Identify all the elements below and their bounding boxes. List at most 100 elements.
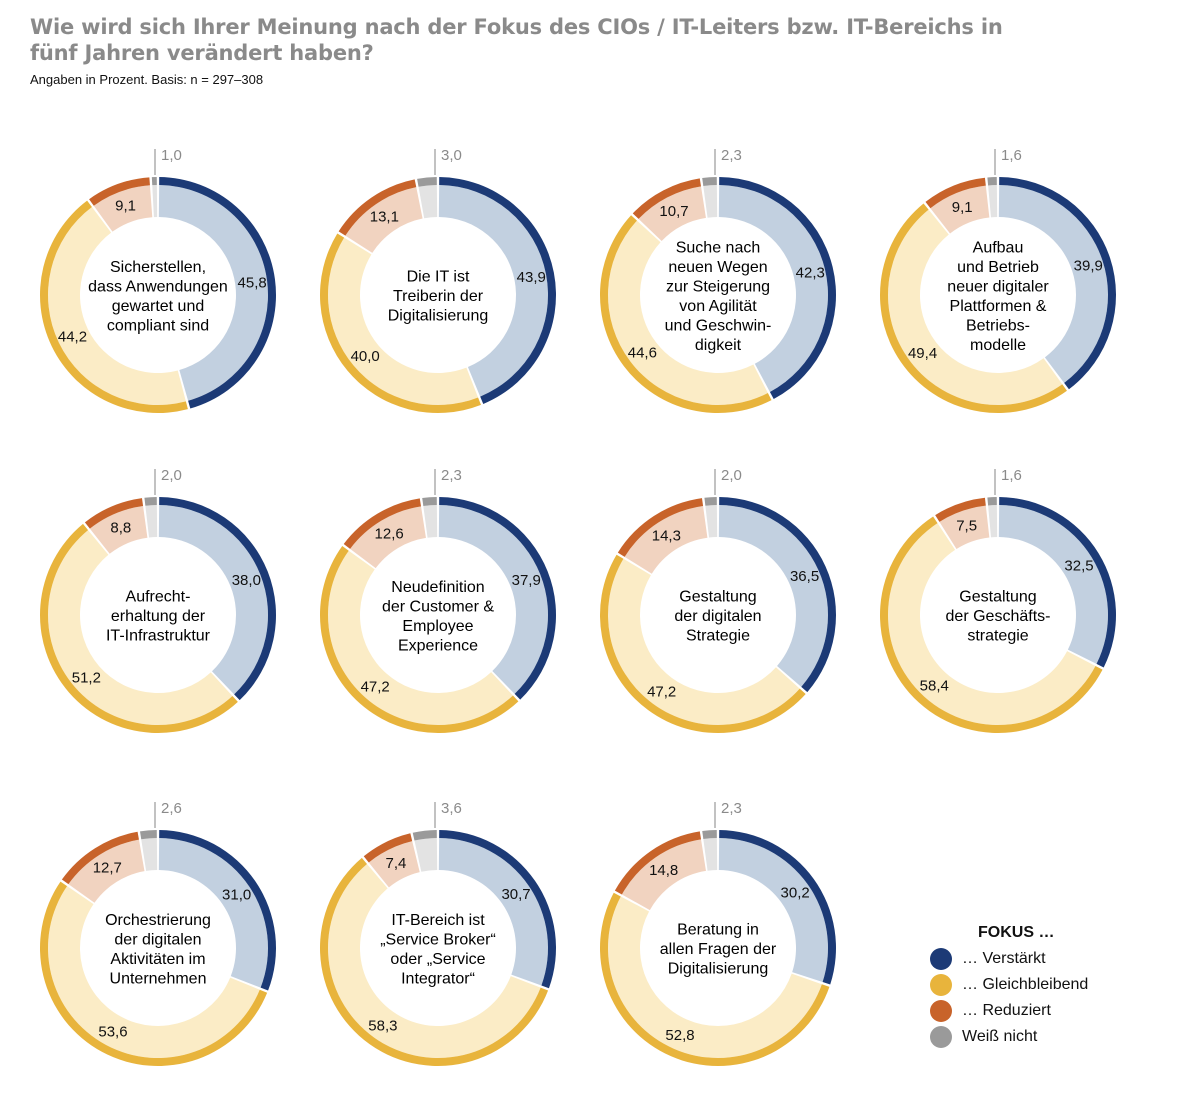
donut-center-label: Die IT ist Treiberin der Digitalisierung [388,269,489,325]
value-label-reduziert: 8,8 [110,520,131,537]
legend-item-verstaerkt: … Verstärkt [930,946,1088,972]
donut-center-label: Orchestrierung der digitalen Aktivitäten i… [105,912,211,988]
donut-center-label-line: Beratung in [677,922,759,939]
value-label-reduziert: 14,3 [652,527,681,544]
value-label-weiss-nicht: 2,3 [721,147,742,164]
slice-outer-weiss-nicht [422,497,437,506]
donut-center-label: Sicherstellen, dass Anwendungen gewartet u… [88,259,228,335]
donut-center-label-line: compliant sind [107,317,209,334]
donut-center-label-line: Employee [402,618,473,635]
donut-center-label: Aufrecht-erhaltung der IT-Infrastruktur [106,589,211,645]
donut-center-label-line: Aufrecht- [126,589,191,606]
slice-inner-weiss-nicht [988,505,998,538]
value-label-reduziert: 12,7 [93,860,122,877]
slice-inner-reduziert [93,185,153,232]
donut-chart: 39,9 49,4 9,1 1,6 Aufbau und Betrieb neuer dig… [880,147,1116,413]
donut-center-label-line: oder „Service [390,951,485,968]
donut-center-label-line: der Customer & [382,598,494,615]
legend: FOKUS … … Verstärkt … Gleichbleibend … R… [930,924,1088,1050]
donut-center-label-line: IT-Bereich ist [391,912,485,929]
legend-swatch-gleichbleibend [930,974,952,996]
slice-outer-reduziert [614,831,702,895]
slice-inner-gleichbleibend [47,886,260,1059]
legend-label-reduziert: … Reduziert [962,1002,1051,1019]
slice-outer-weiss-nicht [704,497,717,506]
value-label-reduziert: 7,5 [956,517,977,534]
legend-label-verstaerkt: … Verstärkt [962,950,1046,967]
value-label-gleichbleibend: 44,6 [628,344,657,361]
legend-swatch-weiss-nicht [930,1026,952,1048]
donut-center-label-line: modelle [970,337,1026,354]
value-label-verstaerkt: 45,8 [238,274,267,291]
donut-center-label-line: der digitalen [114,931,201,948]
donut-center-label-line: Aktivitäten im [110,951,205,968]
donut-center-label-line: strategie [967,628,1028,645]
value-label-reduziert: 7,4 [386,855,407,872]
donut-chart: 30,2 52,8 14,8 2,3 Beratung in allen Fragen d… [600,800,836,1066]
slice-inner-weiss-nicht [145,505,158,538]
slice-inner-weiss-nicht [703,185,718,218]
slice-inner-gleichbleibend [328,550,513,725]
value-label-reduziert: 9,1 [952,199,973,216]
donut-center-label-line: „Service Broker“ [380,931,496,948]
slice-inner-verstaerkt [158,505,268,695]
slice-inner-weiss-nicht [152,185,158,218]
slice-inner-weiss-nicht [423,505,438,538]
donut-chart: 45,8 44,2 9,1 1,0 Sicherstellen, dass Anwendu… [40,147,276,413]
donut-center-label: IT-Bereich ist „Service Broker“ oder „Serv… [380,912,496,988]
slice-inner-gleichbleibend [328,863,541,1058]
donut-center-label-line: Unternehmen [110,970,207,987]
slice-inner-weiss-nicht [414,838,438,872]
slice-outer-weiss-nicht [702,177,717,186]
slice-inner-gleichbleibend [887,209,1063,406]
donut-center-label-line: Betriebs- [966,317,1030,334]
slice-inner-weiss-nicht [703,838,718,871]
value-label-weiss-nicht: 2,3 [721,800,742,817]
value-label-weiss-nicht: 3,0 [441,147,462,164]
slice-outer-gleichbleibend [600,215,772,413]
donut-chart: 38,0 51,2 8,8 2,0 Aufrecht-erhaltung der IT-I… [39,467,276,734]
value-label-gleichbleibend: 58,4 [920,677,949,694]
donut-center-label-line: neuen Wegen [668,259,767,276]
donut-center-label-line: und Geschwin- [665,317,772,334]
slice-inner-verstaerkt [718,838,828,983]
value-label-gleichbleibend: 52,8 [665,1027,694,1044]
slice-outer-reduziert [925,177,986,209]
donut-chart: 30,7 58,3 7,4 3,6 IT-Bereich ist „Service Bro… [320,800,557,1066]
donut-center-label-line: digkeit [695,337,742,354]
slice-outer-reduziert [343,498,422,549]
donut-center-label-line: IT-Infrastruktur [106,628,211,645]
chart-subtitle: Angaben in Prozent. Basis: n = 297–308 [30,72,264,87]
value-label-gleichbleibend: 47,2 [647,684,676,701]
slice-inner-gleichbleibend [608,896,822,1058]
slice-inner-gleichbleibend [48,530,233,725]
value-label-weiss-nicht: 2,0 [721,467,742,484]
donut-chart: 37,9 47,2 12,6 2,3 Neudefinition der Customer… [319,467,557,733]
value-label-reduziert: 13,1 [370,209,399,226]
slice-outer-weiss-nicht [151,177,157,186]
slice-inner-reduziert [638,186,706,242]
slice-outer-reduziert [89,177,150,206]
slice-outer-gleichbleibend [319,546,519,733]
slice-inner-reduziert [368,841,420,888]
value-label-gleichbleibend: 51,2 [72,669,101,686]
slice-inner-reduziert [68,839,145,903]
slice-outer-verstaerkt [719,497,837,693]
donut-chart: 36,5 47,2 14,3 2,0 Gestaltung der digitalen St… [599,467,837,733]
slice-inner-gleichbleibend [328,237,479,405]
value-label-gleichbleibend: 53,6 [98,1024,127,1041]
slice-outer-weiss-nicht [987,497,997,506]
donut-center-label-line: erhaltung der [111,608,206,625]
legend-label-gleichbleibend: … Gleichbleibend [962,976,1089,993]
slice-inner-reduziert [939,505,990,549]
value-label-weiss-nicht: 1,0 [161,147,182,164]
value-label-gleichbleibend: 49,4 [908,345,937,362]
slice-inner-reduziert [621,839,706,911]
donut-center-label-line: Treiberin der [393,288,484,305]
slice-inner-reduziert [89,506,148,554]
value-label-verstaerkt: 37,9 [512,572,541,589]
slice-outer-weiss-nicht [417,177,437,187]
slice-inner-weiss-nicht [705,505,718,538]
slice-inner-verstaerkt [158,838,268,988]
value-label-gleichbleibend: 58,3 [368,1017,397,1034]
